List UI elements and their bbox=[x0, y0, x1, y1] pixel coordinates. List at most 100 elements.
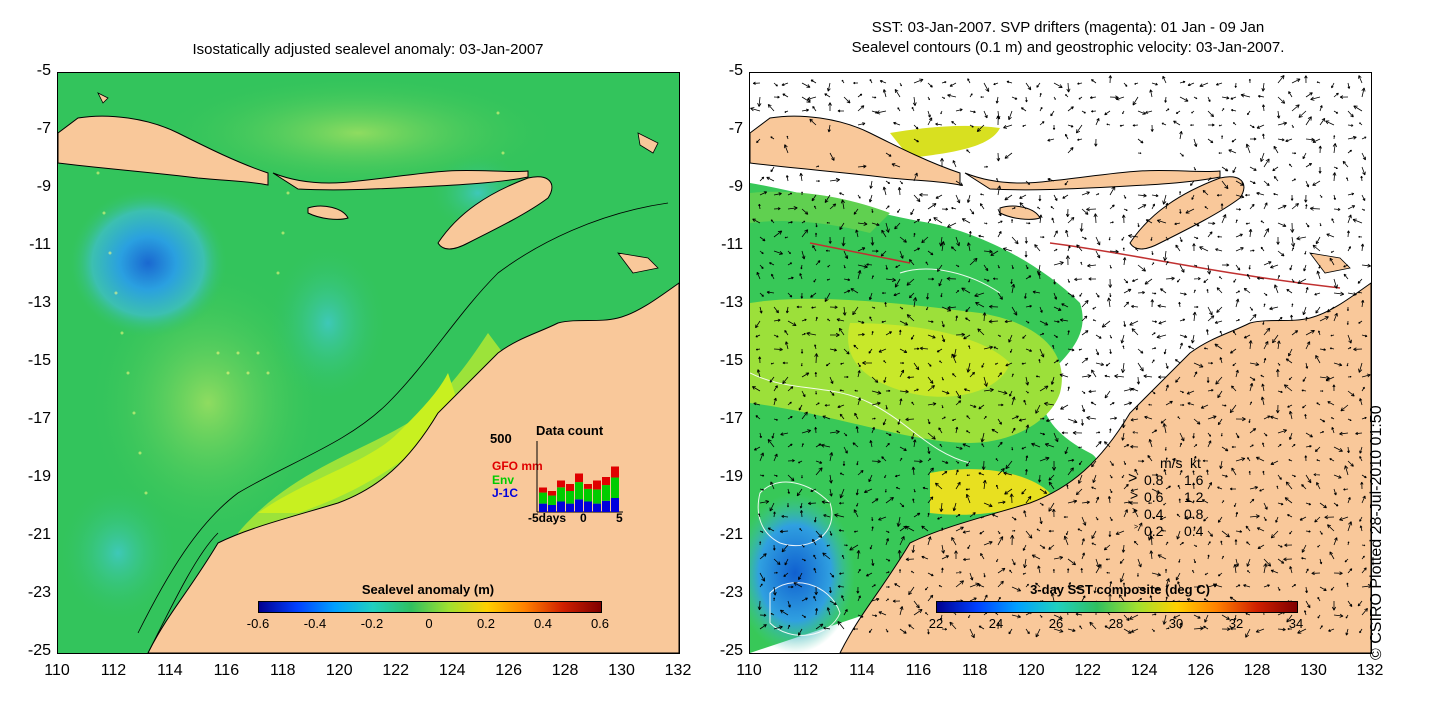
velocity-arrow bbox=[955, 289, 960, 294]
velocity-arrow bbox=[1305, 600, 1311, 609]
velocity-arrow bbox=[935, 122, 943, 126]
velocity-arrow bbox=[1133, 509, 1139, 518]
velocity-arrow bbox=[955, 460, 960, 464]
velocity-arrow bbox=[1021, 488, 1027, 495]
velocity-arrow bbox=[1025, 376, 1030, 386]
velocity-arrow bbox=[1067, 292, 1075, 298]
velocity-arrow bbox=[961, 287, 971, 294]
velocity-arrow bbox=[840, 362, 845, 365]
legend-j1c: J-1C bbox=[492, 486, 519, 500]
velocity-arrow bbox=[905, 417, 915, 422]
velocity-arrow bbox=[1359, 122, 1363, 126]
velocity-arrow bbox=[1176, 278, 1181, 283]
velocity-arrow bbox=[871, 96, 877, 99]
velocity-arrow bbox=[1326, 306, 1335, 313]
velocity-arrow bbox=[885, 331, 892, 336]
velocity-arrow bbox=[949, 621, 957, 630]
velocity-arrow bbox=[829, 530, 833, 536]
left-x-tick-label: 110 bbox=[44, 662, 70, 679]
velocity-arrow bbox=[997, 185, 1002, 196]
velocity-arrow bbox=[1077, 138, 1083, 141]
velocity-arrow bbox=[759, 624, 767, 630]
velocity-arrow bbox=[885, 389, 891, 392]
velocity-arrow bbox=[1347, 110, 1354, 118]
velocity-arrow bbox=[839, 472, 845, 476]
velocity-arrow bbox=[1360, 175, 1363, 182]
velocity-arrow bbox=[1214, 343, 1223, 350]
velocity-arrow bbox=[1044, 401, 1055, 407]
velocity-arrow bbox=[1179, 342, 1183, 350]
velocity-arrow bbox=[1217, 418, 1223, 426]
velocity-arrow bbox=[1312, 244, 1321, 252]
right-y-tick-label: -21 bbox=[719, 526, 743, 543]
velocity-arrow bbox=[1359, 628, 1363, 634]
velocity-arrow bbox=[815, 180, 820, 183]
velocity-arrow bbox=[1079, 292, 1083, 297]
velocity-arrow bbox=[1333, 537, 1338, 546]
velocity-arrow bbox=[1245, 222, 1251, 225]
velocity-arrow bbox=[1347, 292, 1357, 296]
velocity-arrow bbox=[1206, 288, 1209, 294]
right-x-tick-label: 130 bbox=[1300, 662, 1327, 679]
velocity-arrow bbox=[1039, 456, 1050, 462]
velocity-arrow bbox=[1045, 418, 1055, 423]
velocity-arrow bbox=[755, 348, 761, 351]
right-y-tick-label: -13 bbox=[719, 294, 743, 311]
velocity-arrow bbox=[1310, 96, 1321, 101]
velocity-arrow bbox=[884, 474, 887, 479]
velocity-arrow bbox=[871, 417, 876, 420]
velocity-arrow bbox=[1053, 278, 1056, 285]
velocity-arrow bbox=[1081, 595, 1086, 602]
velocity-arrow bbox=[907, 375, 915, 379]
velocity-arrow bbox=[1123, 288, 1132, 294]
velocity-arrow bbox=[1004, 488, 1013, 495]
velocity-arrow bbox=[1121, 474, 1125, 479]
velocity-arrow bbox=[997, 220, 1003, 224]
velocity-arrow bbox=[1039, 488, 1048, 494]
velocity-arrow bbox=[905, 557, 915, 562]
velocity-arrow bbox=[852, 627, 859, 631]
velocity-arrow bbox=[1332, 384, 1336, 392]
velocity-arrow bbox=[753, 446, 761, 451]
velocity-arrow bbox=[1218, 276, 1223, 280]
velocity-arrow bbox=[787, 221, 793, 224]
velocity-arrow bbox=[1150, 236, 1153, 241]
velocity-arrow bbox=[799, 502, 803, 509]
velocity-arrow bbox=[1361, 386, 1365, 392]
velocity-arrow bbox=[843, 544, 848, 547]
velocity-arrow bbox=[1270, 569, 1279, 574]
velocity-arrow bbox=[1331, 600, 1337, 611]
velocity-arrow bbox=[1263, 292, 1268, 296]
velocity-arrow bbox=[980, 432, 985, 443]
velocity-arrow bbox=[811, 306, 817, 309]
velocity-arrow bbox=[1203, 625, 1209, 630]
velocity-arrow bbox=[913, 194, 921, 203]
velocity-arrow bbox=[1329, 551, 1335, 560]
velocity-arrow bbox=[1067, 467, 1074, 476]
velocity-arrow bbox=[1050, 376, 1055, 385]
velocity-arrow bbox=[1276, 369, 1280, 378]
velocity-arrow bbox=[1263, 558, 1272, 567]
velocity-arrow bbox=[941, 544, 945, 554]
velocity-arrow bbox=[1219, 357, 1223, 364]
velocity-arrow bbox=[1007, 110, 1013, 121]
velocity-arrow bbox=[927, 446, 931, 454]
velocity-arrow bbox=[1262, 320, 1265, 325]
velocity-arrow bbox=[1249, 382, 1254, 392]
velocity-arrow bbox=[759, 474, 765, 477]
velocity-arrow bbox=[1151, 250, 1154, 256]
velocity-arrow bbox=[1358, 75, 1363, 84]
velocity-arrow bbox=[913, 247, 921, 252]
velocity-arrow bbox=[1157, 304, 1167, 308]
velocity-arrow bbox=[1121, 544, 1126, 553]
velocity-arrow bbox=[1207, 388, 1214, 392]
velocity-arrow bbox=[1256, 527, 1265, 532]
bar-j1c bbox=[548, 505, 556, 512]
velocity-arrow bbox=[1361, 373, 1371, 378]
right-x-tick-label: 132 bbox=[1356, 662, 1384, 679]
velocity-arrow bbox=[1137, 348, 1144, 354]
velocity-arrow bbox=[927, 362, 932, 367]
velocity-arrow bbox=[1048, 502, 1055, 512]
velocity-arrow bbox=[899, 569, 902, 574]
velocity-arrow bbox=[955, 481, 961, 490]
